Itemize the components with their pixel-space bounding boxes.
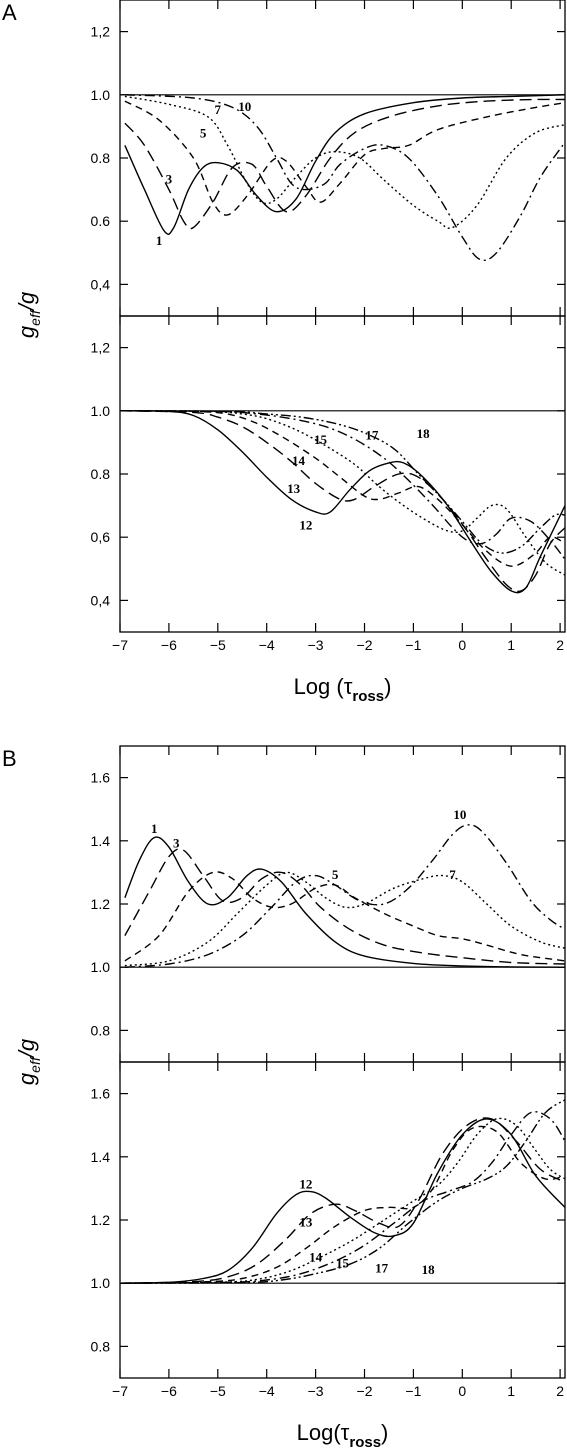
y-tick-label: 1.0 <box>91 87 111 103</box>
series-label-3: 3 <box>166 172 173 187</box>
series-line-18 <box>119 410 566 554</box>
y-tick-label: 0.6 <box>91 213 111 229</box>
series-label-12: 12 <box>299 518 312 533</box>
panel-letter-a: A <box>2 0 17 25</box>
y-tick-label: 1.2 <box>91 1212 111 1228</box>
series-line-13 <box>119 1117 566 1284</box>
y-tick-label: 1.0 <box>91 959 111 975</box>
y-tick-label: 0,4 <box>91 592 111 608</box>
plot-A-top: 0,4 0.6 0.8 1.0 1,2 1 3 57 10 <box>91 0 566 317</box>
x-tick-label: −1 <box>405 1383 421 1399</box>
x-tick-label: 1 <box>507 1383 515 1399</box>
series-label-17: 17 <box>365 428 379 443</box>
y-tick-label: 0.8 <box>91 150 111 166</box>
x-tick-label: −3 <box>308 1383 324 1399</box>
y-tick-label: 0.8 <box>91 466 111 482</box>
series-label-1: 1 <box>156 233 163 248</box>
x-tick-label: 0 <box>458 1383 466 1399</box>
y-tick-label: 1.6 <box>91 1086 111 1102</box>
x-tick-label: −5 <box>210 1383 226 1399</box>
x-tick-label: 0 <box>458 637 466 653</box>
series-label-17: 17 <box>375 1260 389 1275</box>
series-label-18: 18 <box>417 426 431 441</box>
series-line-3 <box>124 848 566 965</box>
x-tick-label: 1 <box>507 637 515 653</box>
series-line-7 <box>124 95 566 229</box>
x-tick-label: −3 <box>308 637 324 653</box>
y-tick-label: 1,2 <box>91 340 111 356</box>
plot-frame <box>119 315 566 633</box>
series-label-12: 12 <box>299 1177 312 1192</box>
x-tick-label: −6 <box>161 637 177 653</box>
y-axis-title-b: geff/g <box>14 1038 43 1085</box>
plot-frame <box>119 0 566 317</box>
plot-frame <box>119 1061 566 1379</box>
series-line-17 <box>119 1111 566 1284</box>
x-tick-label: −4 <box>259 1383 275 1399</box>
series-label-10: 10 <box>453 807 466 822</box>
x-axis-title: Log (τross) <box>294 674 392 705</box>
plot-frame <box>119 745 566 1063</box>
series-line-5 <box>124 871 566 962</box>
x-tick-label: −1 <box>405 637 421 653</box>
series-label-14: 14 <box>292 453 306 468</box>
series-label-5: 5 <box>332 867 339 882</box>
plot-A-bottom: −7 −6 −5 −4 −3 −2 −1 0 1 20,40,60.81.01,212131415… <box>91 315 566 705</box>
x-tick-label: 2 <box>556 1383 564 1399</box>
series-line-1 <box>124 94 566 235</box>
y-tick-label: 1.4 <box>91 1149 111 1165</box>
svg-text:geff/g: geff/g <box>14 291 43 338</box>
x-tick-label: −2 <box>357 637 373 653</box>
x-tick-label: −7 <box>112 637 128 653</box>
series-line-18 <box>119 1099 566 1284</box>
series-label-14: 14 <box>309 1249 323 1264</box>
series-label-3: 3 <box>173 835 180 850</box>
series-label-7: 7 <box>215 102 222 117</box>
series-label-15: 15 <box>314 432 328 447</box>
y-tick-label: 0,6 <box>91 529 111 545</box>
series-label-13: 13 <box>287 481 301 496</box>
series-label-18: 18 <box>422 1262 436 1277</box>
panel-letter-b: B <box>2 746 17 771</box>
series-line-10 <box>124 824 566 968</box>
x-tick-label: −5 <box>210 637 226 653</box>
series-line-10 <box>124 94 566 261</box>
series-line-12 <box>119 410 566 594</box>
x-tick-label: 2 <box>556 637 564 653</box>
y-tick-label: 1,2 <box>91 24 111 40</box>
x-tick-label: −7 <box>112 1383 128 1399</box>
series-line-1 <box>124 836 566 968</box>
x-tick-label: −2 <box>357 1383 373 1399</box>
series-line-13 <box>119 410 566 593</box>
plot-B-top: 0.8 1.0 1.2 1.4 1.6 13 5 7 10 <box>91 745 566 1063</box>
y-tick-label: 0.8 <box>91 1022 111 1038</box>
y-tick-label: 1.0 <box>91 1275 111 1291</box>
series-line-5 <box>124 100 566 216</box>
series-label-5: 5 <box>200 126 207 141</box>
series-line-3 <box>124 98 566 230</box>
x-axis-title: Log(τross) <box>297 1420 389 1448</box>
svg-text:geff/g: geff/g <box>14 1038 43 1085</box>
series-label-10: 10 <box>238 99 251 114</box>
series-line-15 <box>119 410 566 576</box>
y-tick-label: 0.8 <box>91 1338 111 1354</box>
series-label-1: 1 <box>151 821 158 836</box>
y-tick-label: 0,4 <box>91 276 111 292</box>
y-tick-label: 1.2 <box>91 896 111 912</box>
x-tick-label: −6 <box>161 1383 177 1399</box>
y-tick-label: 1.4 <box>91 833 111 849</box>
y-tick-label: 1.6 <box>91 770 111 786</box>
series-label-13: 13 <box>299 1215 313 1230</box>
series-line-14 <box>119 410 566 567</box>
series-line-17 <box>119 410 566 560</box>
x-tick-label: −4 <box>259 637 275 653</box>
series-line-14 <box>119 1125 566 1284</box>
series-line-12 <box>119 1118 566 1284</box>
y-axis-title-a: geff/g <box>14 291 43 338</box>
y-tick-label: 1.0 <box>91 403 111 419</box>
series-label-7: 7 <box>449 867 456 882</box>
series-line-7 <box>124 871 566 967</box>
